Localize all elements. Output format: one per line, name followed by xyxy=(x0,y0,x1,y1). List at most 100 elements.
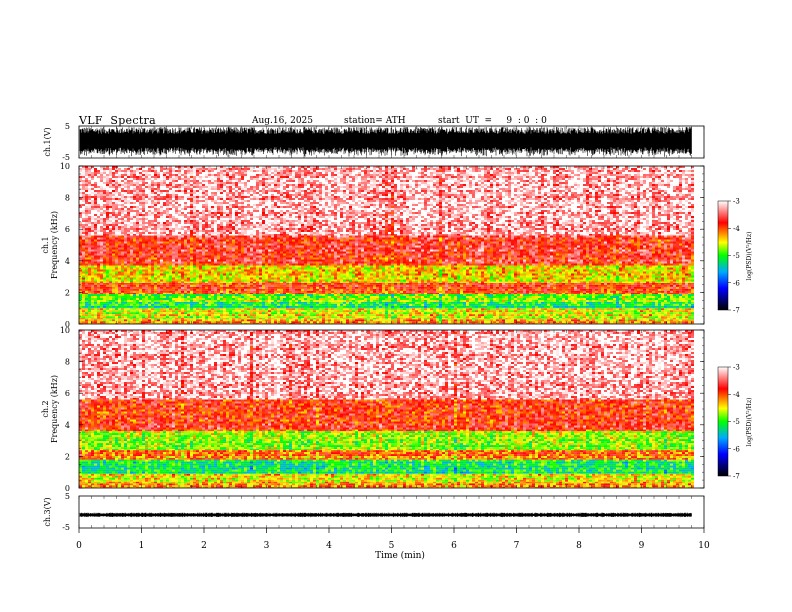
spectrogram-cell xyxy=(91,289,94,291)
spectrogram-cell xyxy=(628,289,631,291)
spectrogram-cell xyxy=(265,302,268,304)
spectrogram-cell xyxy=(274,289,277,291)
ch1-waveform-trace xyxy=(80,127,692,157)
spectrogram-cell xyxy=(544,319,547,321)
spectrogram-cell xyxy=(331,310,334,312)
spectrogram-cell xyxy=(193,294,196,296)
spectrogram-cell xyxy=(478,285,481,287)
spectrogram-cell xyxy=(655,291,658,293)
spectrogram-cell xyxy=(436,302,439,304)
spectrogram-cell xyxy=(145,310,148,312)
spectrogram-cell xyxy=(676,321,679,323)
spectrogram-cell xyxy=(550,285,553,287)
spectrogram-cell xyxy=(109,291,112,293)
spectrogram-cell xyxy=(367,306,370,308)
spectrogram-cell xyxy=(154,308,157,310)
spectrogram-cell xyxy=(304,306,307,308)
spectrogram-cell xyxy=(487,293,490,294)
spectrogram-cell xyxy=(274,298,277,300)
spectrogram-cell xyxy=(202,298,205,300)
spectrogram-cell xyxy=(616,266,619,268)
spectrogram-cell xyxy=(115,268,118,270)
spectrogram-cell xyxy=(415,266,418,268)
spectrogram-cell xyxy=(592,300,595,302)
spectrogram-cell xyxy=(325,308,328,310)
spectrogram-cell xyxy=(142,268,145,270)
spectrogram-cell xyxy=(403,318,406,319)
spectrogram-cell xyxy=(343,321,346,323)
spectrogram-cell xyxy=(610,296,613,298)
spectrogram-cell xyxy=(664,266,667,268)
spectrogram-cell xyxy=(463,296,466,298)
spectrogram-cell xyxy=(469,300,472,302)
spectrogram-cell xyxy=(445,293,448,294)
spectrogram-cell xyxy=(631,291,634,293)
spectrogram-cell xyxy=(436,316,439,318)
spectrogram-cell xyxy=(499,304,502,306)
spectrogram-cell xyxy=(154,287,157,289)
spectrogram-cell xyxy=(352,308,355,310)
spectrogram-cell xyxy=(598,289,601,291)
spectrogram-cell xyxy=(577,296,580,298)
spectrogram-cell xyxy=(127,268,130,270)
spectrogram-cell xyxy=(322,318,325,319)
spectrogram-cell xyxy=(136,268,139,270)
spectrogram-cell xyxy=(592,283,595,285)
spectrogram-cell xyxy=(505,306,508,308)
spectrogram-cell xyxy=(280,294,283,296)
spectrogram-cell xyxy=(325,283,328,285)
spectrogram-cell xyxy=(289,316,292,318)
spectrogram-cell xyxy=(310,316,313,318)
spectrogram-cell xyxy=(157,300,160,302)
spectrogram-cell xyxy=(613,319,616,321)
spectrogram-cell xyxy=(364,266,367,268)
spectrogram-cell xyxy=(196,302,199,304)
spectrogram-cell xyxy=(571,296,574,298)
spectrogram-cell xyxy=(196,304,199,306)
spectrogram-cell xyxy=(397,298,400,300)
spectrogram-cell xyxy=(274,287,277,289)
spectrogram-cell xyxy=(601,289,604,291)
spectrogram-cell xyxy=(517,316,520,318)
spectrogram-cell xyxy=(640,304,643,306)
spectrogram-cell xyxy=(670,319,673,321)
spectrogram-cell xyxy=(367,266,370,268)
spectrogram-cell xyxy=(316,287,319,289)
spectrogram-cell xyxy=(283,302,286,304)
spectrogram-cell xyxy=(679,318,682,319)
spectrogram-cell xyxy=(499,318,502,319)
spectrogram-cell xyxy=(655,283,658,285)
spectrogram-cell xyxy=(487,285,490,287)
spectrogram-cell xyxy=(553,306,556,308)
spectrogram-cell xyxy=(556,294,559,296)
spectrogram-cell xyxy=(259,298,262,300)
spectrogram-cell xyxy=(322,291,325,293)
spectrogram-cell xyxy=(169,310,172,312)
spectrogram-cell xyxy=(544,302,547,304)
spectrogram-cell xyxy=(100,304,103,306)
spectrogram-cell xyxy=(118,312,121,314)
spectrogram-cell xyxy=(352,316,355,318)
spectrogram-cell xyxy=(184,296,187,298)
spectrogram-cell xyxy=(235,319,238,321)
spectrogram-cell xyxy=(298,300,301,302)
spectrogram-cell xyxy=(481,287,484,289)
spectrogram-cell xyxy=(187,312,190,314)
spectrogram-cell xyxy=(409,294,412,296)
spectrogram-cell xyxy=(265,266,268,268)
spectrogram-cell xyxy=(85,285,88,287)
spectrogram-cell xyxy=(217,300,220,302)
spectrogram-cell xyxy=(361,298,364,300)
spectrogram-cell xyxy=(316,306,319,308)
spectrogram-cell xyxy=(466,285,469,287)
spectrogram-cell xyxy=(103,293,106,294)
spectrogram-cell xyxy=(220,308,223,310)
spectrogram-cell xyxy=(142,304,145,306)
spectrogram-cell xyxy=(151,298,154,300)
spectrogram-cell xyxy=(124,294,127,296)
spectrogram-cell xyxy=(685,308,688,310)
spectrogram-cell xyxy=(196,283,199,285)
spectrogram-cell xyxy=(412,312,415,314)
spectrogram-cell xyxy=(280,291,283,293)
spectrogram-cell xyxy=(148,298,151,300)
